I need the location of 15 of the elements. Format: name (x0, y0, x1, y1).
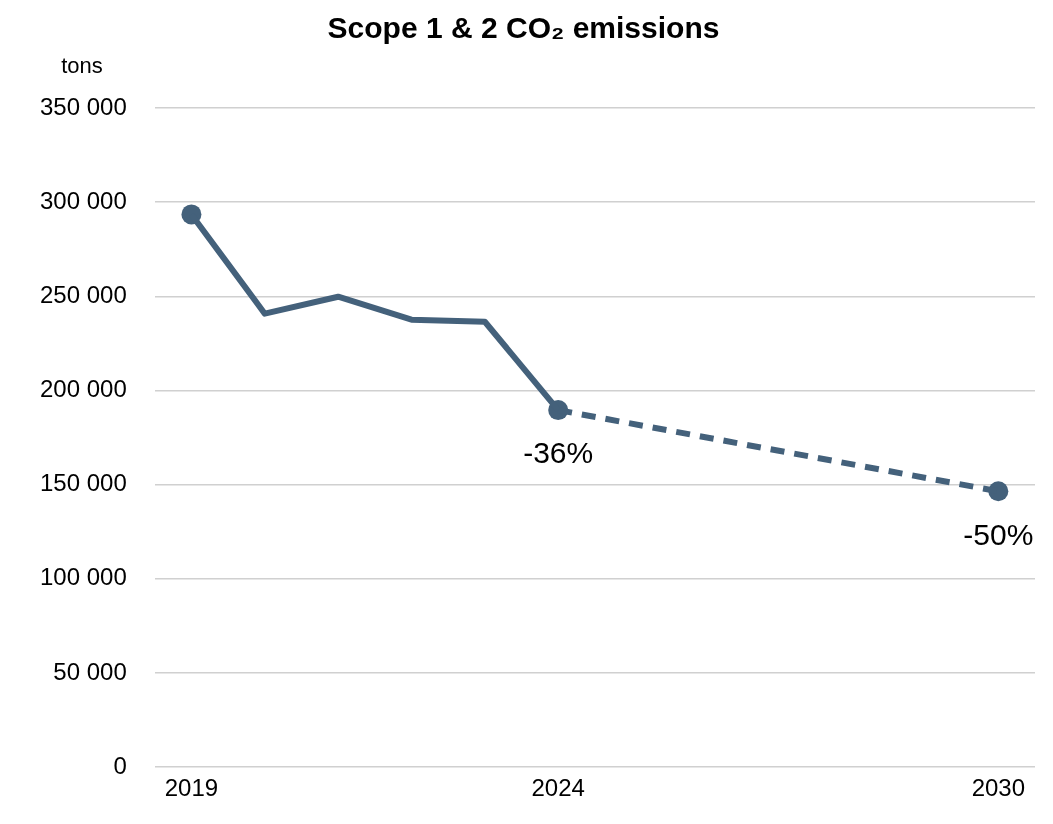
y-tick-label: 300 000 (39, 186, 127, 214)
y-tick-label: 150 000 (39, 469, 127, 497)
y-tick-label: 0 (113, 751, 127, 779)
y-tick-label: 200 000 (39, 375, 127, 403)
chart-title: Scope 1 & 2 CO₂ emissions (327, 11, 720, 45)
annotation: -36% (523, 436, 594, 470)
y-tick-label: 350 000 (39, 92, 127, 120)
y-tick-label: 250 000 (39, 280, 127, 308)
y-tick-label: 50 000 (53, 657, 127, 685)
x-tick-label: 2024 (531, 774, 585, 802)
y-axis-title: tons (61, 53, 103, 79)
x-tick-label: 2019 (164, 774, 219, 802)
x-tick-label: 2030 (971, 774, 1026, 802)
y-tick-label: 100 000 (39, 563, 127, 591)
annotation: -50% (963, 517, 1034, 551)
